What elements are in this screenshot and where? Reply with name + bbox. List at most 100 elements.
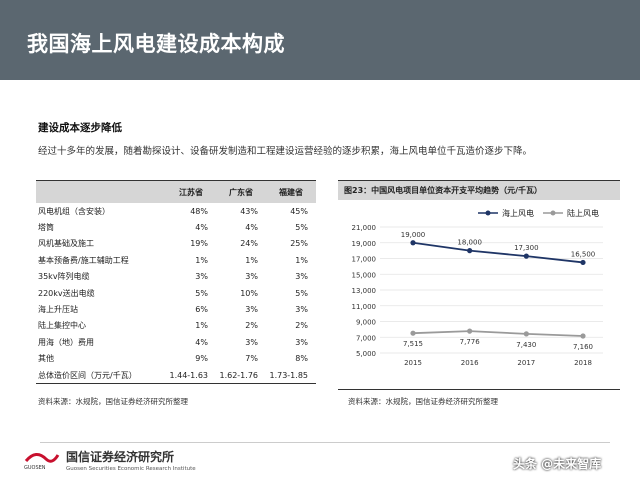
table-cell-value: 4% xyxy=(195,337,208,347)
y-tick-label: 5,000 xyxy=(356,350,376,358)
y-tick-label: 11,000 xyxy=(352,303,377,311)
watermark-text: 头条 @未来智库 xyxy=(513,457,602,471)
table-cell-item: 基本预备费/施工辅助工程 xyxy=(38,255,129,265)
org-name-english: Guosen Securities Economic Research Inst… xyxy=(66,466,196,472)
data-point xyxy=(580,259,586,266)
table-cell-item: 塔筒 xyxy=(38,223,54,233)
data-point xyxy=(523,331,529,337)
data-label: 7,776 xyxy=(460,338,481,346)
table-row: 35kv阵列电缆 3% 3% 3% xyxy=(36,269,316,285)
page-title: 我国海上风电建设成本构成 xyxy=(27,32,285,56)
table-row: 220kv送出电缆 5% 10% 5% xyxy=(36,285,316,301)
table-cell-value: 1% xyxy=(245,255,258,265)
table-row: 其他 9% 7% 8% xyxy=(36,351,316,367)
x-tick-label: 2016 xyxy=(461,359,479,367)
data-label: 18,000 xyxy=(457,239,482,247)
data-label: 16,500 xyxy=(571,250,596,258)
table-cell-item: 用海（地）费用 xyxy=(38,337,94,347)
legend-label-0: 海上风电 xyxy=(502,208,534,218)
y-tick-label: 7,000 xyxy=(356,334,376,342)
table-cell-value: 9% xyxy=(195,354,208,364)
table-cell-value: 24% xyxy=(240,239,258,249)
legend-label-1: 陆上风电 xyxy=(567,208,599,218)
x-tick-label: 2018 xyxy=(574,359,592,367)
table-cell-value: 1% xyxy=(195,255,208,265)
table-cell-value: 3% xyxy=(295,272,308,282)
data-label: 17,300 xyxy=(514,244,539,252)
intro-text: 经过十多年的发展，随着勘探设计、设备研发制造和工程建设运营经验的逐步积累，海上风… xyxy=(38,146,533,157)
chart-source: 资料来源：水规院，国信证券经济研究所整理 xyxy=(348,397,498,406)
line-chart: 5,000 7,000 9,000 11,000 13,000 15,000 17,000 1… xyxy=(352,208,603,367)
table-cell-value: 3% xyxy=(195,272,208,282)
table-row: 总体造价区间（万元/千瓦） 1.44-1.63 1.62-1.76 1.73-1.85 xyxy=(36,366,316,385)
table-cell-value: 3% xyxy=(245,337,258,347)
series-line-1 xyxy=(412,330,584,337)
table-cell-value: 1% xyxy=(195,321,208,331)
section-title: 建设成本逐步降低 xyxy=(38,122,122,134)
table-cell-value: 1.73-1.85 xyxy=(266,366,316,385)
data-point xyxy=(410,240,416,246)
table-row: 塔筒 4% 4% 5% xyxy=(36,219,316,235)
table-header-fujian: 福建省 xyxy=(266,180,316,203)
table-cell-value: 3% xyxy=(245,272,258,282)
y-tick-label: 13,000 xyxy=(352,287,377,295)
y-tick-label: 21,000 xyxy=(352,224,377,232)
table-header-row: 江苏省 广东省 福建省 xyxy=(36,180,316,203)
table-cell-value: 3% xyxy=(295,337,308,347)
table-cell-value: 5% xyxy=(295,288,308,298)
footer-divider xyxy=(40,442,610,443)
table-header-guangdong: 广东省 xyxy=(216,180,266,203)
svg-text:GUOSEN: GUOSEN xyxy=(24,465,46,471)
org-name: 国信证券经济研究所 xyxy=(66,450,175,464)
table-cell-value: 25% xyxy=(290,239,308,249)
table-cell-item: 其他 xyxy=(38,354,54,364)
table-cell-item: 风机基础及施工 xyxy=(38,239,94,249)
y-tick-label: 17,000 xyxy=(352,256,377,264)
table-cell-value: 10% xyxy=(240,288,258,298)
table-cell-value: 48% xyxy=(190,206,208,216)
table-cell-value: 2% xyxy=(295,321,308,331)
table-cell-item: 220kv送出电缆 xyxy=(38,288,95,298)
legend-marker-0 xyxy=(485,210,491,216)
table-row: 陆上集控中心 1% 2% 2% xyxy=(36,318,316,334)
y-tick-label: 19,000 xyxy=(352,240,377,248)
table-cell-value: 7% xyxy=(245,354,258,364)
data-point xyxy=(410,330,416,336)
table-cell-value: 8% xyxy=(295,354,308,364)
data-point xyxy=(467,248,473,254)
table-cell-value: 2% xyxy=(245,321,258,331)
table-cell-item: 风电机组（含安装） xyxy=(38,206,110,216)
table-row: 海上升压站 6% 3% 3% xyxy=(36,301,316,317)
data-label: 7,160 xyxy=(573,343,593,351)
data-label: 7,430 xyxy=(516,341,536,349)
cost-table: 江苏省 广东省 福建省 风电机组（含安装） 48% 43% 45% 塔筒 4% 4% 5% 风机… xyxy=(36,180,316,385)
table-cell-value: 3% xyxy=(295,305,308,315)
table-row: 风电机组（含安装） 48% 43% 45% xyxy=(36,203,316,219)
table-cell-value: 4% xyxy=(245,223,258,233)
table-cell-value: 4% xyxy=(195,223,208,233)
y-tick-label: 9,000 xyxy=(356,319,376,327)
data-point xyxy=(580,333,586,339)
table-cell-value: 6% xyxy=(195,305,208,315)
y-tick-label: 15,000 xyxy=(352,271,377,279)
chart-bottom-rule xyxy=(338,389,620,390)
table-cell-value: 45% xyxy=(290,206,308,216)
legend-marker-1 xyxy=(550,210,556,216)
table-cell-value: 5% xyxy=(195,288,208,298)
table-cell-item: 陆上集控中心 xyxy=(38,321,86,331)
table-cell-value: 1% xyxy=(295,255,308,265)
chart-title: 图23：中国风电项目单位资本开支平均趋势（元/千瓦） xyxy=(338,180,620,200)
x-tick-label: 2017 xyxy=(517,359,535,367)
table-cell-value: 19% xyxy=(190,239,208,249)
table-row: 用海（地）费用 4% 3% 3% xyxy=(36,334,316,350)
table-source: 资料来源：水规院，国信证券经济研究所整理 xyxy=(38,397,188,406)
data-point xyxy=(467,328,473,334)
table-cell-value: 1.62-1.76 xyxy=(216,366,266,385)
table-cell-value: 5% xyxy=(295,223,308,233)
table-header-jiangsu: 江苏省 xyxy=(166,180,216,203)
guosen-logo-icon: GUOSEN xyxy=(24,453,60,471)
table-cell-value: 1.44-1.63 xyxy=(166,366,216,385)
x-tick-label: 2015 xyxy=(404,359,422,367)
table-header-blank xyxy=(36,180,166,203)
header-bar: 我国海上风电建设成本构成 xyxy=(0,0,640,80)
